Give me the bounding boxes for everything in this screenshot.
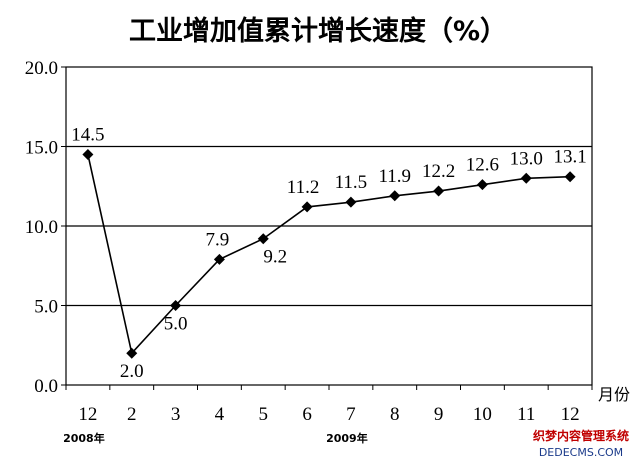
data-label: 11.9 <box>378 166 411 187</box>
data-label: 11.2 <box>287 177 320 198</box>
y-tick-label: 5.0 <box>34 297 58 318</box>
y-axis-ticks: 0.0 5.0 10.0 15.0 20.0 <box>25 58 66 397</box>
data-label: 12.6 <box>466 155 499 176</box>
x-tick-label: 5 <box>259 404 269 425</box>
data-point <box>564 171 576 183</box>
y-tick-label: 15.0 <box>25 138 58 159</box>
data-point <box>520 172 532 184</box>
data-point <box>82 148 94 160</box>
y-tick-label: 20.0 <box>25 58 58 79</box>
x-unit-label: 月份 <box>598 385 630 404</box>
data-label: 7.9 <box>206 229 230 250</box>
x-tick-label: 2 <box>127 404 137 425</box>
year-labels: 2008年 2009年 <box>63 431 368 445</box>
data-point <box>213 253 225 265</box>
grid-lines <box>66 145 592 307</box>
x-tick-label: 7 <box>346 404 356 425</box>
data-label: 9.2 <box>263 247 287 268</box>
data-label: 5.0 <box>164 314 188 335</box>
data-label: 13.0 <box>510 148 543 169</box>
x-tick-label: 12 <box>78 404 97 425</box>
data-label: 13.1 <box>553 147 586 168</box>
data-label: 2.0 <box>120 361 144 382</box>
data-label: 12.2 <box>422 161 455 182</box>
data-label: 11.5 <box>335 172 368 193</box>
y-tick-label: 0.0 <box>34 376 58 397</box>
data-labels: 14.5 2.0 5.0 7.9 9.2 11.2 11.5 11.9 12.2 12.6 13.0… <box>71 124 586 382</box>
data-point <box>433 185 445 197</box>
watermark-bg <box>524 425 638 461</box>
data-point <box>345 196 357 208</box>
x-tick-label: 11 <box>517 404 535 425</box>
x-tick-label: 4 <box>215 404 225 425</box>
year-label: 2009年 <box>326 431 368 445</box>
x-axis-ticks: 12 2 3 4 5 6 7 8 9 10 11 12 <box>65 385 593 425</box>
series-line <box>87 154 571 355</box>
x-tick-label: 3 <box>171 404 181 425</box>
y-tick-label: 10.0 <box>25 217 58 238</box>
x-tick-label: 8 <box>390 404 400 425</box>
data-point <box>476 179 488 191</box>
data-point <box>389 190 401 202</box>
x-tick-label: 10 <box>473 404 492 425</box>
chart-title: 工业增加值累计增长速度（%） <box>129 15 507 47</box>
data-markers <box>82 148 576 359</box>
data-point <box>301 201 313 213</box>
data-point <box>257 233 269 245</box>
year-label: 2008年 <box>63 431 105 445</box>
data-label: 14.5 <box>71 124 104 145</box>
data-point <box>126 347 138 359</box>
watermark-url: DEDECMS.COM <box>539 446 623 459</box>
watermark-text: 织梦内容管理系统 <box>533 428 629 443</box>
data-point <box>170 300 182 311</box>
x-tick-label: 9 <box>434 404 444 425</box>
x-tick-label: 12 <box>561 404 580 425</box>
x-tick-label: 6 <box>302 404 312 425</box>
